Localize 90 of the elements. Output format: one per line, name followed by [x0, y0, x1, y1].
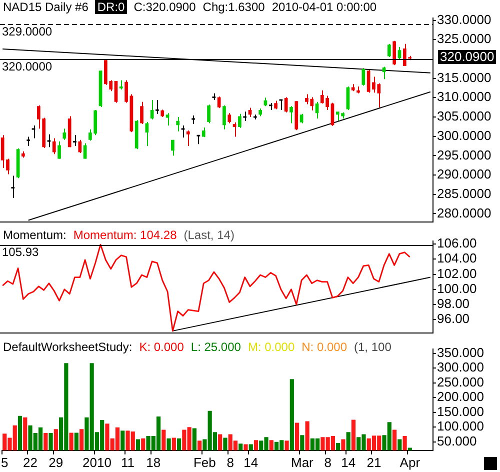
y-tick-label: 100.000 [437, 418, 484, 434]
y-tick-label: 280.0000 [437, 205, 492, 220]
candlestick [300, 113, 304, 124]
candlestick [32, 125, 36, 139]
candlestick [366, 68, 370, 94]
candlestick [346, 86, 350, 111]
text: Chg:1.6300 [202, 0, 265, 14]
candlestick [11, 175, 15, 198]
y-tick-label: 200.000 [437, 389, 484, 404]
ref-line-label: 329.0000 [2, 24, 52, 38]
y-tick-label: 285.0000 [437, 186, 492, 201]
candlestick [52, 138, 56, 155]
x-tick-label: 14 [244, 454, 258, 470]
y-tick-label: 295.0000 [437, 147, 492, 162]
annotation: (Last, 14) [184, 228, 234, 242]
candlestick [217, 96, 221, 109]
text: DR:0 [95, 0, 127, 14]
x-tick-label: Apr [400, 454, 421, 470]
annotation: (1, 100 [354, 340, 392, 354]
candlestick [290, 106, 293, 124]
y-tick-label: 102.00 [437, 266, 477, 281]
ref-line-label: 320.0000 [2, 59, 52, 74]
y-tick-label: 310.0000 [437, 89, 492, 104]
x-tick-label: 2010 [82, 454, 112, 470]
candlestick [26, 136, 30, 147]
candlestick [114, 80, 118, 104]
x-tick-label: 22 [23, 454, 38, 470]
x-tick-label: 29 [48, 454, 64, 470]
x-tick-label: Feb [193, 454, 216, 470]
candlestick [243, 111, 247, 122]
ref-line-label: 105.93 [2, 244, 40, 259]
y-tick-label: 305.0000 [437, 108, 492, 124]
y-tick-label: 96.00 [437, 311, 470, 326]
annotation: M: 0.000 [248, 340, 295, 354]
text: 320.0900 [438, 49, 496, 64]
x-tick-label: 8 [324, 454, 332, 470]
y-tick-label: 325.0000 [437, 31, 492, 46]
candlestick [171, 139, 174, 156]
y-tick-label: 300.0000 [437, 128, 492, 143]
x-tick-label: 18 [146, 454, 161, 470]
text: C:320.0900 [134, 0, 196, 14]
candlestick [47, 134, 51, 148]
y-tick-label: 330.0000 [437, 12, 492, 27]
candlestick [202, 126, 206, 138]
text: 2010-04-01 0:00:00 [272, 0, 377, 14]
x-tick-label: Mar [290, 454, 314, 470]
x-tick-label: 14 [341, 454, 356, 470]
candlestick [284, 96, 288, 113]
y-tick-label: 150.000 [437, 404, 484, 419]
candlestick [222, 104, 226, 130]
candlestick [119, 80, 123, 90]
annotation: L: 25.000 [190, 340, 241, 354]
y-tick-label: 300.000 [437, 360, 484, 375]
annotation: K: 0.000 [139, 340, 184, 354]
candlestick [140, 101, 144, 124]
candlestick [181, 125, 185, 138]
candlestick [388, 43, 391, 58]
x-tick-label: 5 [1, 454, 8, 470]
y-tick-label: 104.00 [437, 250, 477, 266]
y-tick-label: 50.000 [437, 433, 477, 448]
candlestick [207, 104, 210, 124]
candlestick [228, 112, 232, 124]
candlestick [58, 140, 61, 160]
annotation: N: 0.000 [302, 340, 348, 354]
y-tick-label: 98.00 [437, 296, 470, 312]
candlestick [186, 130, 190, 147]
series-label: Momentum: 104.28 [73, 228, 177, 242]
candlestick [176, 116, 180, 132]
candlestick [124, 80, 128, 104]
x-tick-label: 21 [366, 454, 382, 470]
candlestick [166, 112, 170, 126]
chart-title: DefaultWorksheetStudy: [3, 340, 132, 354]
y-tick-label: 100.00 [437, 280, 477, 296]
x-tick-label: 8 [226, 454, 234, 470]
candlestick [145, 122, 149, 147]
candlestick [279, 99, 283, 111]
chart-title: Momentum: [3, 228, 66, 242]
chart-title: NAD15 Daily #6 [3, 0, 88, 14]
y-tick-label: 350.000 [437, 345, 484, 360]
candlestick [83, 142, 87, 160]
x-tick-label: 11 [120, 454, 134, 470]
candlestick [238, 113, 242, 128]
y-tick-label: 106.00 [437, 236, 477, 251]
candlestick [156, 99, 159, 114]
y-tick-label: 290.0000 [437, 166, 492, 182]
candlestick [73, 134, 76, 147]
candlestick [78, 139, 82, 154]
y-tick-label: 250.000 [437, 374, 484, 390]
candlestick [362, 68, 366, 86]
y-tick-label: 315.0000 [437, 70, 492, 85]
